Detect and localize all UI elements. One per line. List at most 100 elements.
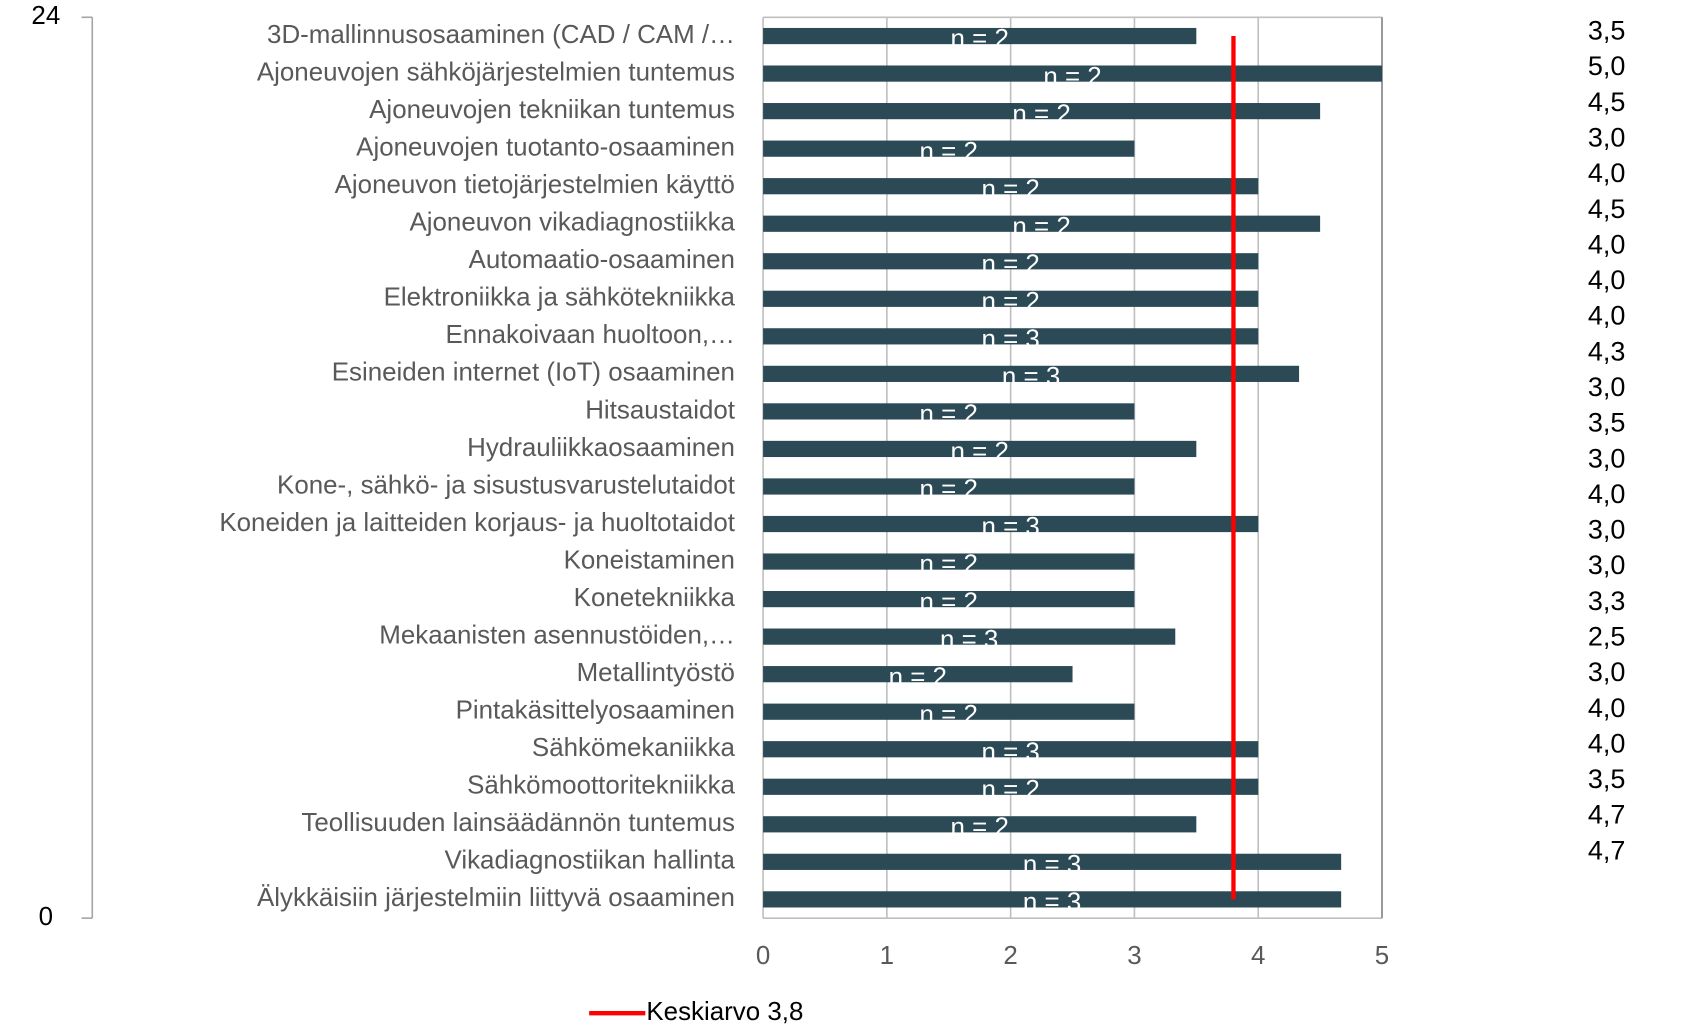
value-label: 3,0 <box>1588 515 1626 545</box>
value-label: 4,5 <box>1588 87 1626 117</box>
category-label: Automaatio-osaaminen <box>469 246 735 274</box>
value-label: 4,0 <box>1588 229 1626 259</box>
value-label: 5,0 <box>1588 51 1626 81</box>
category-label: Vikadiagnostiikan hallinta <box>445 847 736 875</box>
bar <box>763 65 1383 82</box>
n-label: n = 2 <box>981 288 1039 316</box>
y-tick-label: 0 <box>39 903 53 931</box>
category-label: Ajoneuvojen tekniikan tuntemus <box>369 96 735 124</box>
value-label: 3,5 <box>1588 408 1626 438</box>
value-label: 3,0 <box>1588 122 1626 152</box>
bar <box>763 741 1259 758</box>
bar <box>763 703 1135 720</box>
x-tick-label: 2 <box>1003 942 1017 970</box>
y-tick-label: 24 <box>31 2 60 30</box>
value-label: 3,5 <box>1588 764 1626 794</box>
legend-label: Keskiarvo 3,8 <box>646 998 803 1024</box>
category-label: Sähkömoottoritekniikka <box>467 772 735 800</box>
n-label: n = 3 <box>981 738 1039 766</box>
x-tick-label: 4 <box>1251 942 1265 970</box>
n-label: n = 3 <box>1023 851 1081 879</box>
n-label: n = 2 <box>1012 213 1070 241</box>
value-label: 4,0 <box>1588 301 1626 331</box>
n-label: n = 2 <box>1043 63 1101 91</box>
bar <box>763 27 1197 45</box>
n-label: n = 2 <box>981 776 1039 804</box>
category-label: Älykkäisiin järjestelmiin liittyvä osaam… <box>257 884 735 912</box>
n-label: n = 2 <box>951 25 1009 53</box>
category-label: Ennakoivaan huoltoon,… <box>445 321 735 349</box>
category-label: Mekaanisten asennustöiden,… <box>379 621 735 649</box>
category-label: Ajoneuvon tietojärjestelmien käyttö <box>335 171 735 199</box>
value-label: 3,3 <box>1588 586 1626 616</box>
bar <box>763 478 1135 495</box>
category-label: Pintakäsittelyosaaminen <box>456 697 735 725</box>
value-label: 4,0 <box>1588 265 1626 295</box>
bar <box>763 215 1321 232</box>
n-label: n = 3 <box>1023 889 1081 917</box>
n-label: n = 2 <box>981 175 1039 203</box>
category-label: Hydrauliikkaosaaminen <box>467 434 735 462</box>
category-label: 3D-mallinnusosaaminen (CAD / CAM /… <box>267 21 735 49</box>
bar <box>763 103 1321 120</box>
category-label: Konetekniikka <box>574 584 736 612</box>
category-label: Metallintyöstö <box>577 659 735 687</box>
value-label: 3,5 <box>1588 16 1626 46</box>
n-label: n = 3 <box>981 513 1039 541</box>
category-label: Koneistaminen <box>564 546 735 574</box>
n-label: n = 2 <box>920 701 978 729</box>
category-label: Esineiden internet (IoT) osaaminen <box>332 359 735 387</box>
bar <box>763 253 1259 270</box>
category-label: Teollisuuden lainsäädännön tuntemus <box>301 809 735 837</box>
value-label: 4,5 <box>1588 194 1626 224</box>
category-label: Hitsaustaidot <box>585 396 736 424</box>
n-label: n = 3 <box>940 626 998 654</box>
bar <box>763 553 1135 570</box>
n-label: n = 2 <box>1012 100 1070 128</box>
n-label: n = 2 <box>920 476 978 504</box>
category-label: Ajoneuvojen tuotanto-osaaminen <box>356 134 735 162</box>
x-tick-label: 0 <box>756 942 770 970</box>
value-label: 4,0 <box>1588 479 1626 509</box>
n-label: n = 2 <box>920 401 978 429</box>
n-label: n = 2 <box>920 551 978 579</box>
category-label: Ajoneuvojen sähköjärjestelmien tuntemus <box>257 58 735 86</box>
bar <box>763 140 1135 157</box>
category-label: Koneiden ja laitteiden korjaus- ja huolt… <box>219 509 735 537</box>
category-label: Elektroniikka ja sähkötekniikka <box>384 284 736 312</box>
bar <box>763 178 1259 195</box>
bar <box>763 328 1259 345</box>
bar <box>763 440 1197 458</box>
x-tick-label: 1 <box>880 942 894 970</box>
x-tick-label: 5 <box>1375 942 1389 970</box>
n-label: n = 2 <box>981 250 1039 278</box>
bar <box>763 666 1073 683</box>
n-label: n = 2 <box>920 588 978 616</box>
bar <box>763 778 1259 795</box>
n-label: n = 2 <box>889 663 947 691</box>
bar <box>763 290 1259 307</box>
value-label: 4,3 <box>1588 336 1626 366</box>
value-label: 3,0 <box>1588 443 1626 473</box>
bar <box>763 515 1259 533</box>
bar <box>763 403 1135 420</box>
value-label: 4,7 <box>1588 800 1626 830</box>
value-label: 3,0 <box>1588 657 1626 687</box>
n-label: n = 2 <box>951 813 1009 841</box>
bar <box>763 590 1135 608</box>
value-label: 4,7 <box>1588 835 1626 865</box>
value-label: 4,0 <box>1588 728 1626 758</box>
bar <box>763 365 1300 382</box>
bar <box>763 816 1197 833</box>
n-label: n = 3 <box>981 326 1039 354</box>
value-label: 4,0 <box>1588 158 1626 188</box>
bar <box>763 891 1342 908</box>
bar <box>763 853 1342 870</box>
bar <box>763 628 1176 645</box>
n-label: n = 3 <box>1002 363 1060 391</box>
category-label: Ajoneuvon vikadiagnostiikka <box>409 209 735 237</box>
category-label: Kone-, sähkö- ja sisustusvarustelutaidot <box>277 471 736 499</box>
value-label: 2,5 <box>1588 622 1626 652</box>
